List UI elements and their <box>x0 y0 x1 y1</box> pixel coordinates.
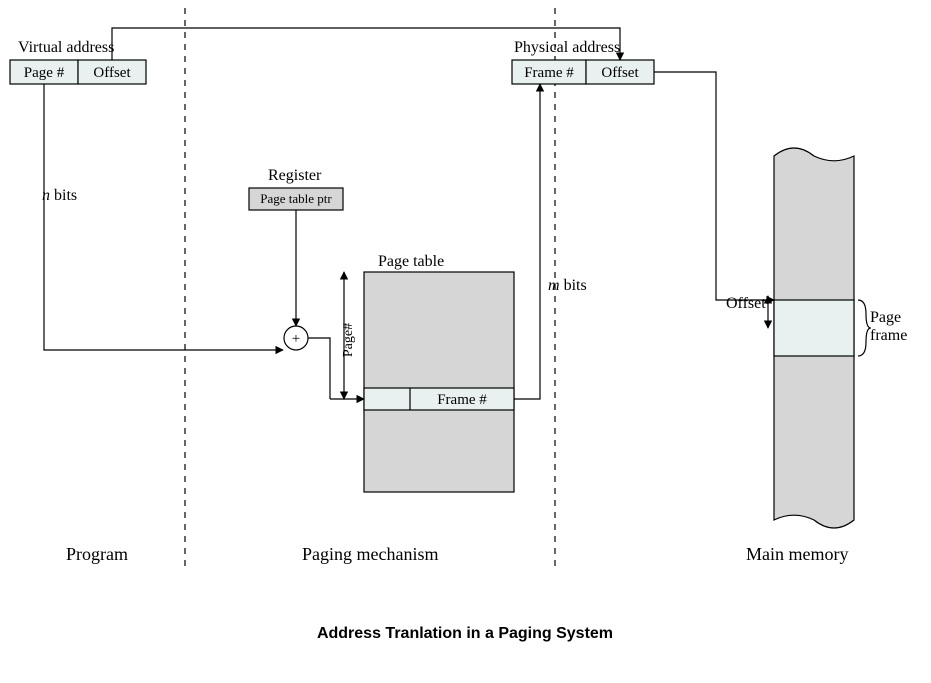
memory-frame <box>774 300 854 356</box>
section-paging: Paging mechanism <box>302 544 438 564</box>
pa-offset-label: Offset <box>601 65 639 81</box>
page-table-entry-label: Frame # <box>437 392 487 408</box>
path-pagenum-to-adder <box>44 84 283 350</box>
memory-offset-label: Offset <box>726 295 766 312</box>
adder-symbol: + <box>292 331 300 347</box>
page-table-side-label: Page# <box>341 323 356 357</box>
path-phys-to-mem <box>654 72 774 300</box>
page-table-title: Page table <box>378 253 444 270</box>
section-program: Program <box>66 544 128 564</box>
va-page-label: Page # <box>24 65 65 81</box>
memory-frame-brace <box>858 300 871 356</box>
virtual-address-title: Virtual address <box>18 39 114 56</box>
pa-frame-label: Frame # <box>524 65 574 81</box>
m-bits-label: m bits <box>548 277 587 294</box>
path-adder-out <box>308 338 330 399</box>
register-label: Page table ptr <box>260 191 332 206</box>
paging-diagram: Virtual address Page # Offset Physical a… <box>0 0 931 683</box>
physical-address-title: Physical address <box>514 39 620 56</box>
memory-frame-label-1: Page <box>870 309 901 326</box>
page-table-body <box>364 272 514 492</box>
memory-frame-label-2: frame <box>870 327 907 344</box>
caption: Address Tranlation in a Paging System <box>317 625 613 642</box>
register-title: Register <box>268 167 322 184</box>
path-entry-to-phys <box>514 84 540 399</box>
va-offset-label: Offset <box>93 65 131 81</box>
section-memory: Main memory <box>746 544 848 564</box>
n-bits-label: n bits <box>42 187 77 204</box>
